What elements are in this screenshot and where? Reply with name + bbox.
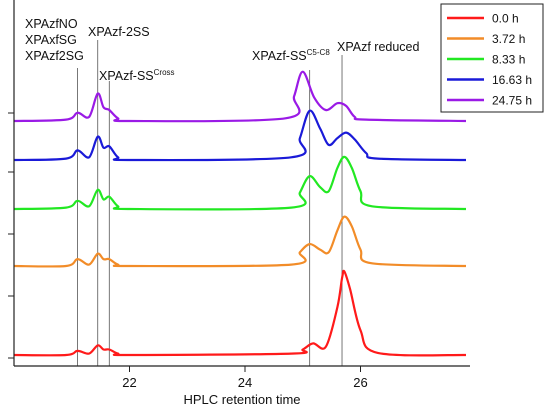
peak-label: XPAxfSG [25,33,77,47]
x-ticks: 22 24 26 [122,366,368,390]
x-tick-label: 22 [122,375,136,390]
series-line [13,109,467,162]
peak-label: XPAzf-2SS [88,25,150,39]
marker-lines [77,40,343,366]
peak-label: XPAzf-SSCross [99,68,175,83]
series-line [13,269,467,357]
legend: 0.0 h 3.72 h 8.33 h 16.63 h 24.75 h [440,3,544,113]
legend-label: 0.0 h [492,12,519,26]
x-tick-label: 26 [353,375,367,390]
peak-label: XPAzf reduced [337,40,420,54]
peak-label: XPAzf-SSC5-C8 [252,48,330,63]
legend-label: 8.33 h [492,53,525,67]
legend-label: 3.72 h [492,32,525,46]
legend-label: 24.75 h [492,94,532,108]
legend-label: 16.63 h [492,73,532,87]
x-axis-label: HPLC retention time [183,392,300,407]
peak-label: XPAzfNO [25,17,78,31]
series-line [13,70,467,123]
peak-annotations: XPAzfNO XPAxfSG XPAzf2SG XPAzf-2SS XPAzf-SSC… [25,17,420,83]
peak-label: XPAzf2SG [25,49,84,63]
series-traces [13,70,467,357]
series-line [13,155,467,211]
series-line [13,215,467,268]
axes [8,0,470,367]
x-tick-label: 24 [238,375,252,390]
